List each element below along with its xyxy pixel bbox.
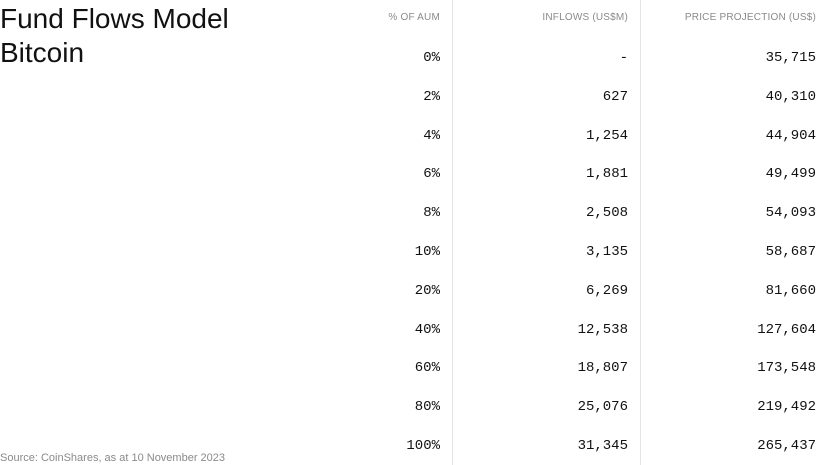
- column-divider: [640, 0, 641, 465]
- table-cell: 18,807: [577, 360, 628, 377]
- table-cell: 3,135: [585, 244, 628, 260]
- column-header: PRICE PROJECTION (US$): [684, 12, 816, 23]
- table-cell: 81,660: [765, 282, 816, 299]
- table-cell: 20%: [414, 282, 440, 299]
- table-cell: 6,269: [585, 282, 628, 299]
- table-cell: -: [619, 50, 628, 66]
- table-cell: 44,904: [765, 127, 816, 144]
- table-cell: 25,076: [577, 399, 628, 416]
- table-cell: 35,715: [765, 50, 816, 66]
- column-header: INFLOWS (US$M): [542, 12, 628, 23]
- table-cell: 100%: [406, 438, 440, 454]
- table-cell: 4%: [423, 127, 440, 144]
- table-cell: 40,310: [765, 88, 816, 105]
- table-cell: 127,604: [757, 321, 816, 338]
- table-cell: 58,687: [765, 244, 816, 260]
- table-cell: 6%: [423, 166, 440, 183]
- table-cell: 265,437: [757, 438, 816, 454]
- table-cell: 0%: [423, 50, 440, 66]
- table-cell: 31,345: [577, 438, 628, 454]
- table-cell: 49,499: [765, 166, 816, 183]
- table-cell: 12,538: [577, 321, 628, 338]
- column-header: % OF AUM: [388, 12, 440, 23]
- title: Fund Flows Model: [0, 3, 229, 34]
- table-cell: 2,508: [585, 205, 628, 222]
- column-divider: [452, 0, 453, 465]
- table-cell: 54,093: [765, 205, 816, 222]
- table-cell: 10%: [414, 244, 440, 260]
- source-note: Source: CoinShares, as at 10 November 20…: [0, 452, 226, 464]
- table-cell: 60%: [414, 360, 440, 377]
- table-cell: 2%: [423, 88, 440, 105]
- table-cell: 173,548: [757, 360, 816, 377]
- table-cell: 40%: [414, 321, 440, 338]
- table-cell: 1,881: [585, 166, 628, 183]
- table-cell: 80%: [414, 399, 440, 416]
- table-cell: 8%: [423, 205, 440, 222]
- subtitle: Bitcoin: [0, 37, 85, 68]
- table-cell: 219,492: [757, 399, 816, 416]
- table-cell: 1,254: [585, 127, 628, 144]
- table-cell: 627: [602, 88, 628, 105]
